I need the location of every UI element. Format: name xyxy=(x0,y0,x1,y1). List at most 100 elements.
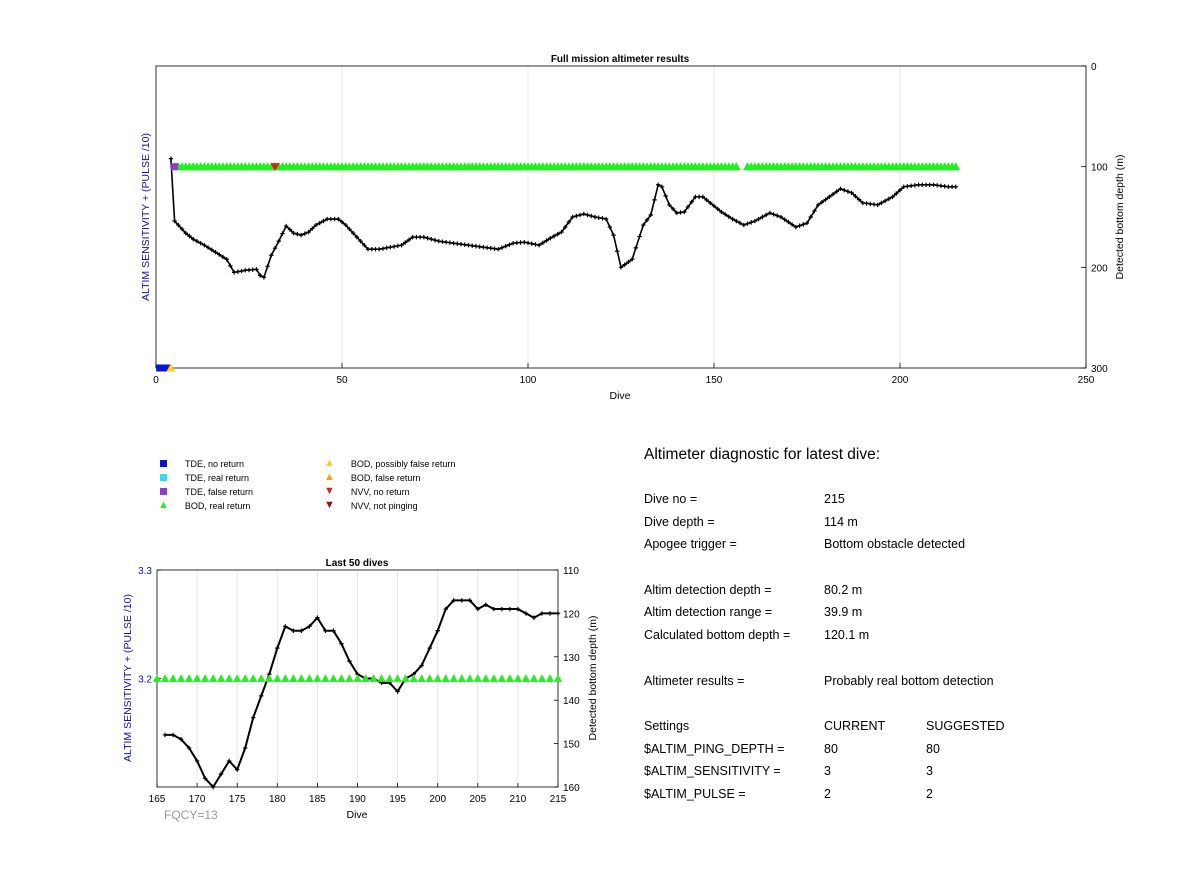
y-tick-label-right: 130 xyxy=(563,653,580,664)
depth-point xyxy=(923,182,929,187)
depth-point xyxy=(421,234,427,240)
depth-point xyxy=(752,218,758,224)
triangle-up-marker-icon: ▲ xyxy=(324,457,335,469)
depth-point xyxy=(737,220,743,226)
diag-key: Apogee trigger = xyxy=(644,537,737,552)
diagnostic-title: Altimeter diagnostic for latest dive: xyxy=(644,446,881,463)
depth-point xyxy=(953,184,958,189)
depth-point xyxy=(531,615,537,620)
depth-point xyxy=(897,187,903,193)
depth-point xyxy=(209,247,214,253)
depth-point xyxy=(938,183,944,188)
legend-label: BOD, real return xyxy=(184,500,251,511)
depth-point xyxy=(254,267,259,272)
depth-point xyxy=(518,240,523,245)
bod-real-return-marker xyxy=(521,674,531,682)
diag-key: Settings xyxy=(644,718,690,733)
depth-point xyxy=(443,239,449,245)
diag-current-value: 3 xyxy=(824,764,831,779)
depth-point xyxy=(734,218,739,224)
depth-point xyxy=(853,193,858,199)
depth-point xyxy=(186,745,192,751)
bod-real-return-marker xyxy=(377,674,386,682)
depth-point xyxy=(455,241,460,246)
legend-label: TDE, no return xyxy=(185,458,245,469)
bod-real-return-marker xyxy=(537,674,547,682)
depth-point xyxy=(667,202,672,208)
triangle-down-marker-icon: ▼ xyxy=(324,499,335,511)
depth-point xyxy=(377,247,382,252)
depth-point xyxy=(391,244,397,249)
depth-point xyxy=(259,693,264,699)
depth-point xyxy=(339,219,345,225)
depth-point xyxy=(815,202,821,208)
depth-point xyxy=(756,216,761,222)
depth-point xyxy=(592,214,598,220)
triangle-up-marker xyxy=(166,363,176,372)
depth-point xyxy=(563,224,568,230)
depth-point xyxy=(228,263,233,269)
bod-real-return-marker xyxy=(545,674,555,682)
diag-value: 215 xyxy=(824,492,845,506)
depth-point xyxy=(194,238,200,244)
depth-point xyxy=(467,598,472,603)
depth-point xyxy=(183,230,188,236)
square-marker xyxy=(156,364,164,372)
x-tick-label: 205 xyxy=(469,794,486,805)
diag-row-detection-depth: Altim detection depth = 80.2 m xyxy=(644,579,1164,602)
depth-point xyxy=(793,224,799,230)
bod-real-return-marker xyxy=(305,674,314,682)
depth-point xyxy=(637,234,642,239)
depth-point xyxy=(845,189,851,194)
depth-point xyxy=(496,247,501,252)
depth-point xyxy=(685,204,691,210)
depth-point xyxy=(767,210,772,216)
legend-item-tde-no-return: TDE, no return xyxy=(160,458,244,469)
diag-value: 39.9 m xyxy=(824,605,863,620)
diag-row-dive-no: Dive no = 215 xyxy=(644,488,1164,511)
depth-point xyxy=(179,226,185,232)
depth-point xyxy=(483,602,489,607)
depth-point xyxy=(425,235,430,241)
depth-point xyxy=(611,232,616,238)
depth-point xyxy=(302,231,307,236)
depth-point xyxy=(355,671,360,677)
depth-point xyxy=(674,210,679,216)
depth-point xyxy=(187,233,192,239)
depth-point xyxy=(481,245,486,250)
y-tick-label-right: 160 xyxy=(563,783,580,794)
legend-item-nvv-no-return: ▼ NVV, no return xyxy=(324,486,410,497)
legend-item-tde-real-return: TDE, real return xyxy=(160,472,249,483)
bod-real-return-marker xyxy=(513,674,523,682)
depth-point xyxy=(280,231,285,236)
diag-value: 114 m xyxy=(824,514,858,529)
depth-point xyxy=(298,232,304,238)
depth-point xyxy=(577,212,583,218)
full-chart-y-label-right: Detected bottom depth (m) xyxy=(1114,155,1126,280)
full-chart-x-label: Dive xyxy=(609,390,630,402)
depth-point xyxy=(178,737,184,742)
depth-point xyxy=(663,193,668,199)
depth-point xyxy=(890,194,895,200)
depth-point xyxy=(503,243,508,249)
bod-real-return-marker xyxy=(160,674,170,682)
depth-point xyxy=(834,189,839,194)
depth-point xyxy=(239,268,244,274)
depth-point xyxy=(451,598,456,603)
diag-current-value: 80 xyxy=(824,741,838,756)
depth-point xyxy=(427,645,432,651)
bod-real-return-marker xyxy=(731,162,741,171)
depth-point xyxy=(908,183,914,188)
depth-point xyxy=(763,212,769,218)
bod-real-return-marker xyxy=(337,674,346,682)
depth-point xyxy=(629,257,635,262)
depth-point xyxy=(220,254,226,260)
bod-real-return-marker xyxy=(208,674,218,682)
square-marker-icon xyxy=(160,488,167,496)
depth-point xyxy=(459,598,464,603)
bod-real-return-marker xyxy=(257,674,266,682)
depth-point xyxy=(544,238,549,243)
depth-point xyxy=(838,186,843,192)
depth-point xyxy=(176,222,181,228)
depth-point xyxy=(808,214,813,220)
